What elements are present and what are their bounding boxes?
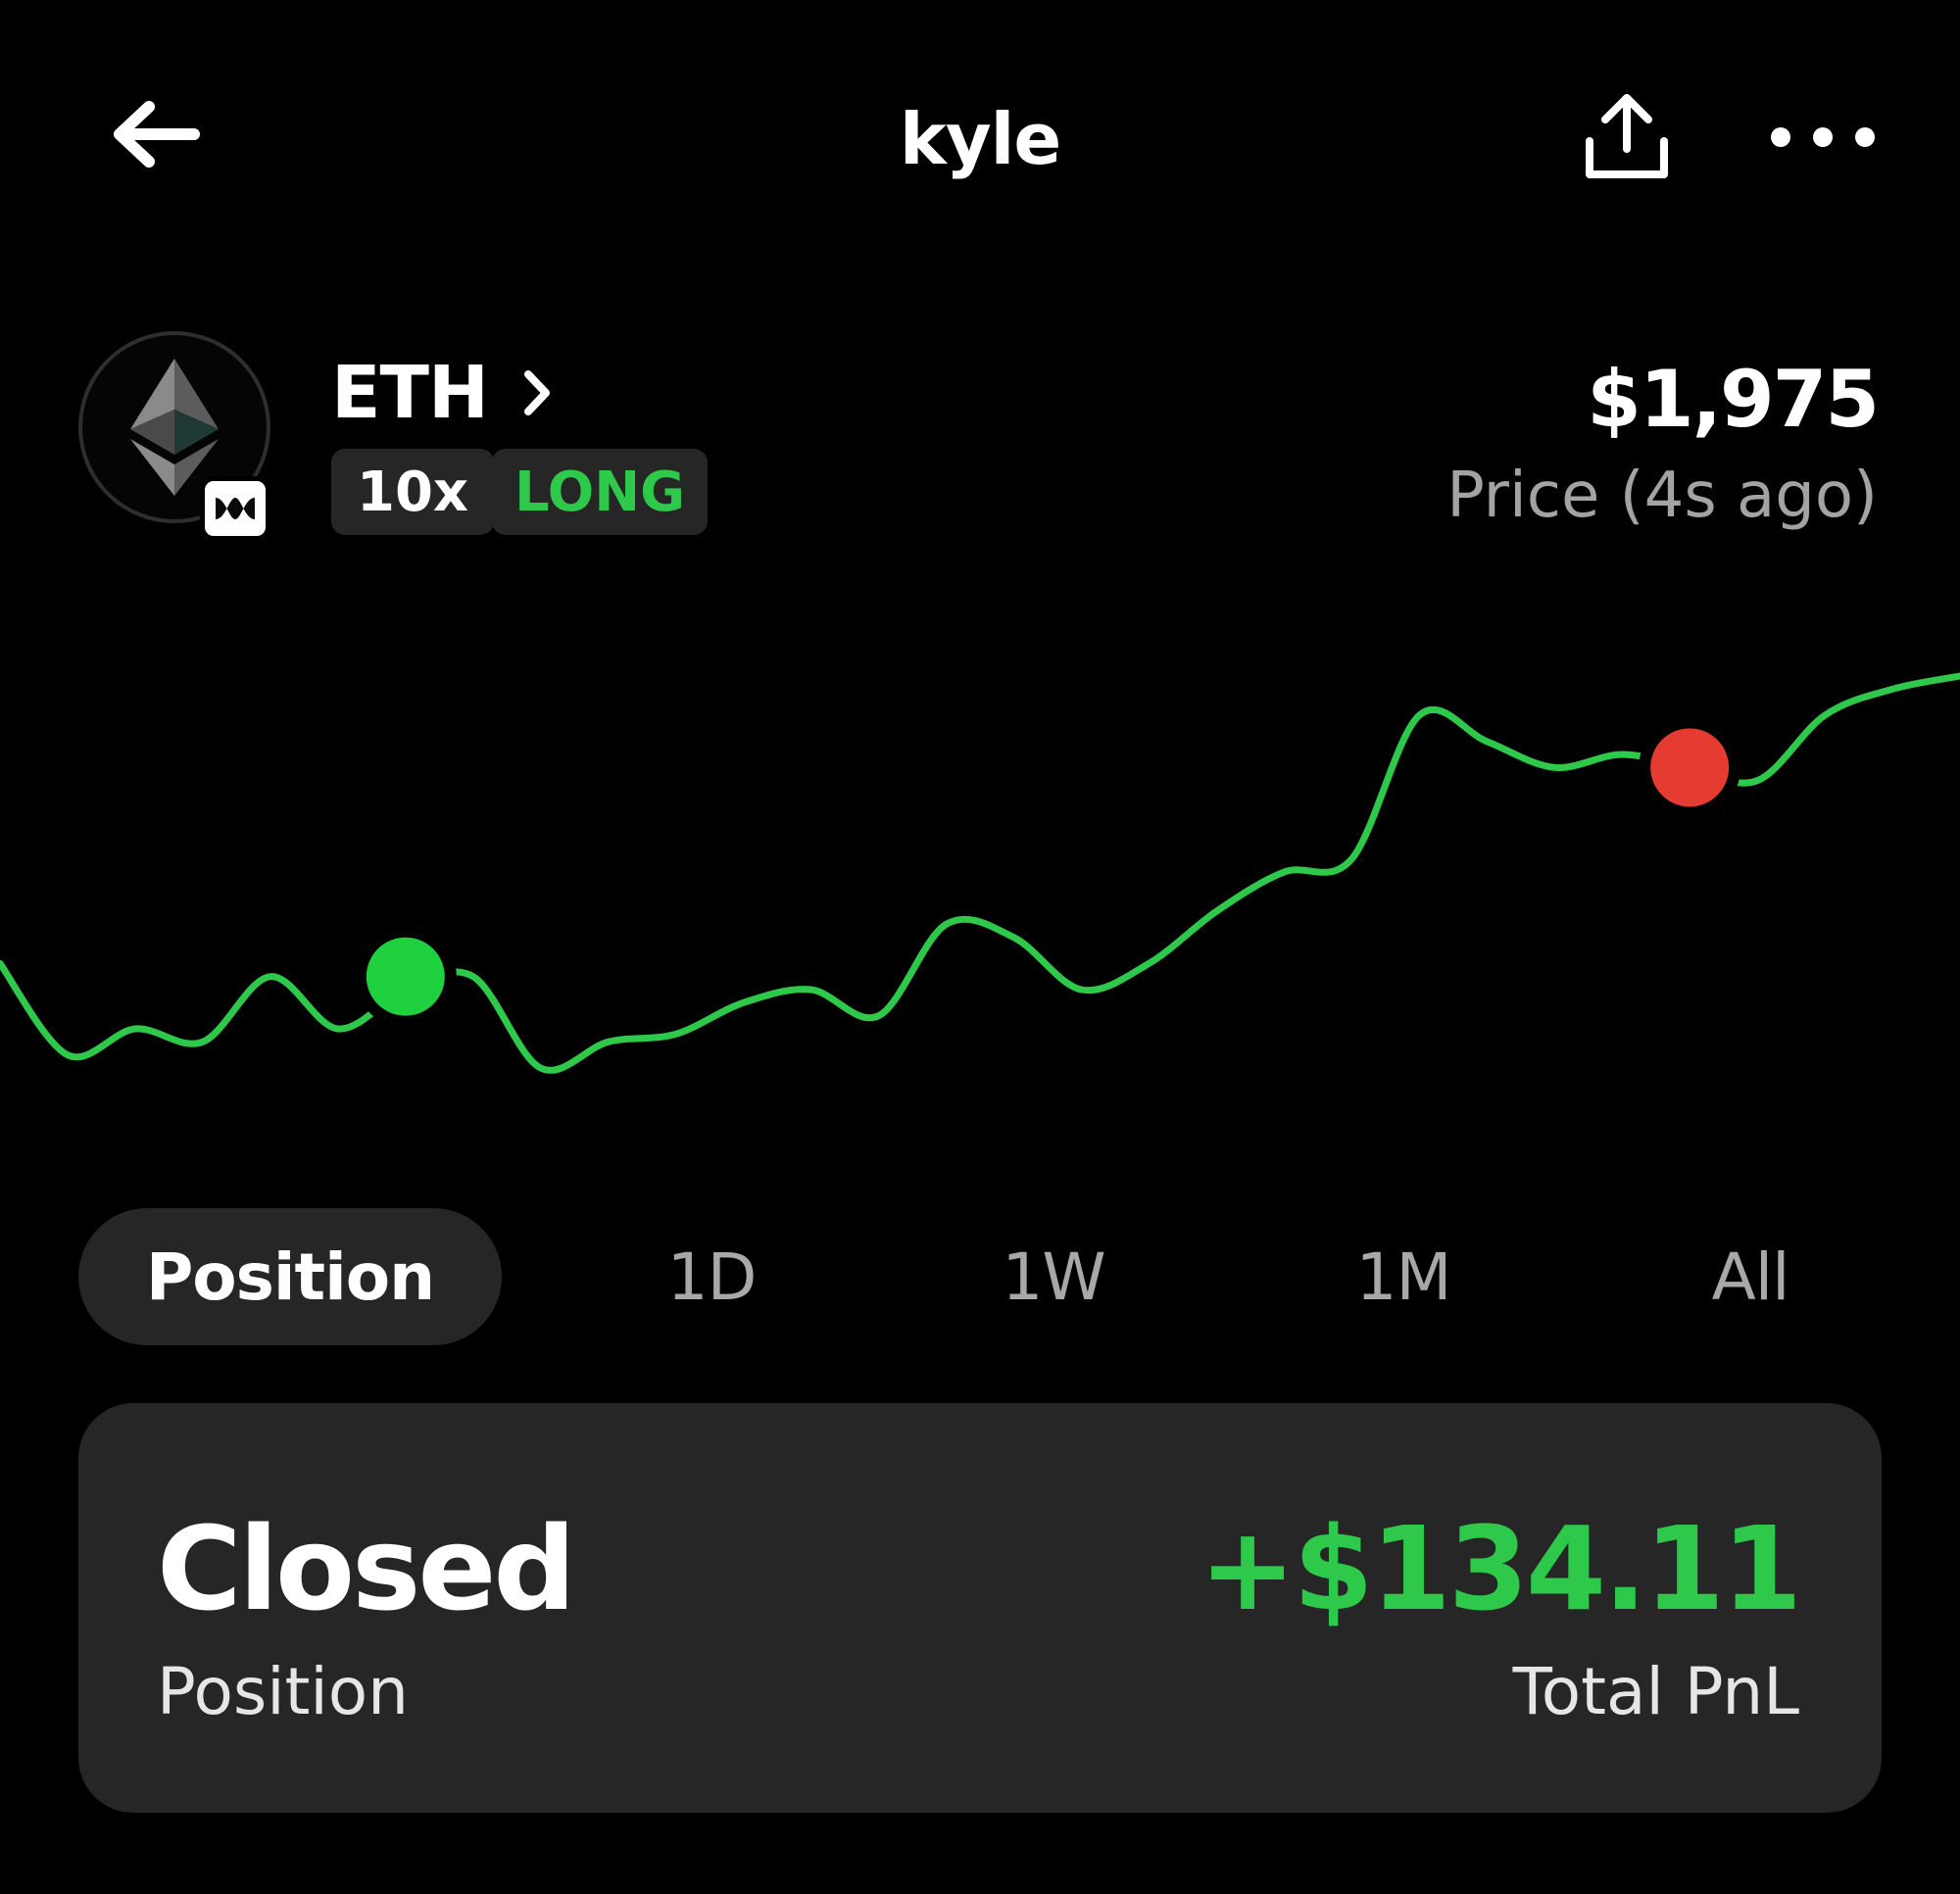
asset-symbol-link[interactable]: ETH [331,357,551,429]
token-avatar [78,331,270,523]
more-options-button[interactable] [1764,98,1882,176]
price-chart-svg [0,672,1960,1074]
ethereum-icon [130,359,219,496]
range-tabs: Position 1D 1W 1M All [78,1208,1882,1345]
price-caption: Price (4s ago) [1446,460,1878,532]
more-horizontal-icon [1771,127,1875,147]
tab-all[interactable]: All [1711,1238,1790,1315]
arrow-left-icon [114,101,200,168]
tab-1m[interactable]: 1M [1355,1238,1452,1315]
entry-marker[interactable] [366,937,445,1016]
exchange-logo-icon [216,498,255,519]
total-pnl-value: +$134.11 [1199,1501,1802,1636]
price-chart[interactable] [0,627,1960,1176]
position-status: Closed [157,1501,576,1636]
position-side-badge: LONG [492,449,708,535]
current-price: $1,975 [1587,354,1880,445]
position-status-label: Position [157,1654,409,1729]
share-icon [1586,94,1668,178]
exchange-badge [200,476,270,541]
total-pnl-label: Total PnL [1512,1654,1799,1729]
position-summary-card: Closed Position +$134.11 Total PnL [78,1403,1882,1813]
price-line [0,672,1960,1074]
page-title: kyle [899,98,1061,180]
asset-symbol: ETH [331,351,489,435]
tab-1w[interactable]: 1W [1002,1238,1105,1315]
share-button[interactable] [1568,83,1686,191]
leverage-badge: 10x [331,449,495,535]
tab-1d[interactable]: 1D [666,1238,758,1315]
top-bar: kyle [0,0,1960,274]
tab-position[interactable]: Position [78,1208,502,1345]
chevron-right-icon [523,369,551,416]
back-button[interactable] [106,90,204,178]
exit-marker[interactable] [1650,728,1730,807]
